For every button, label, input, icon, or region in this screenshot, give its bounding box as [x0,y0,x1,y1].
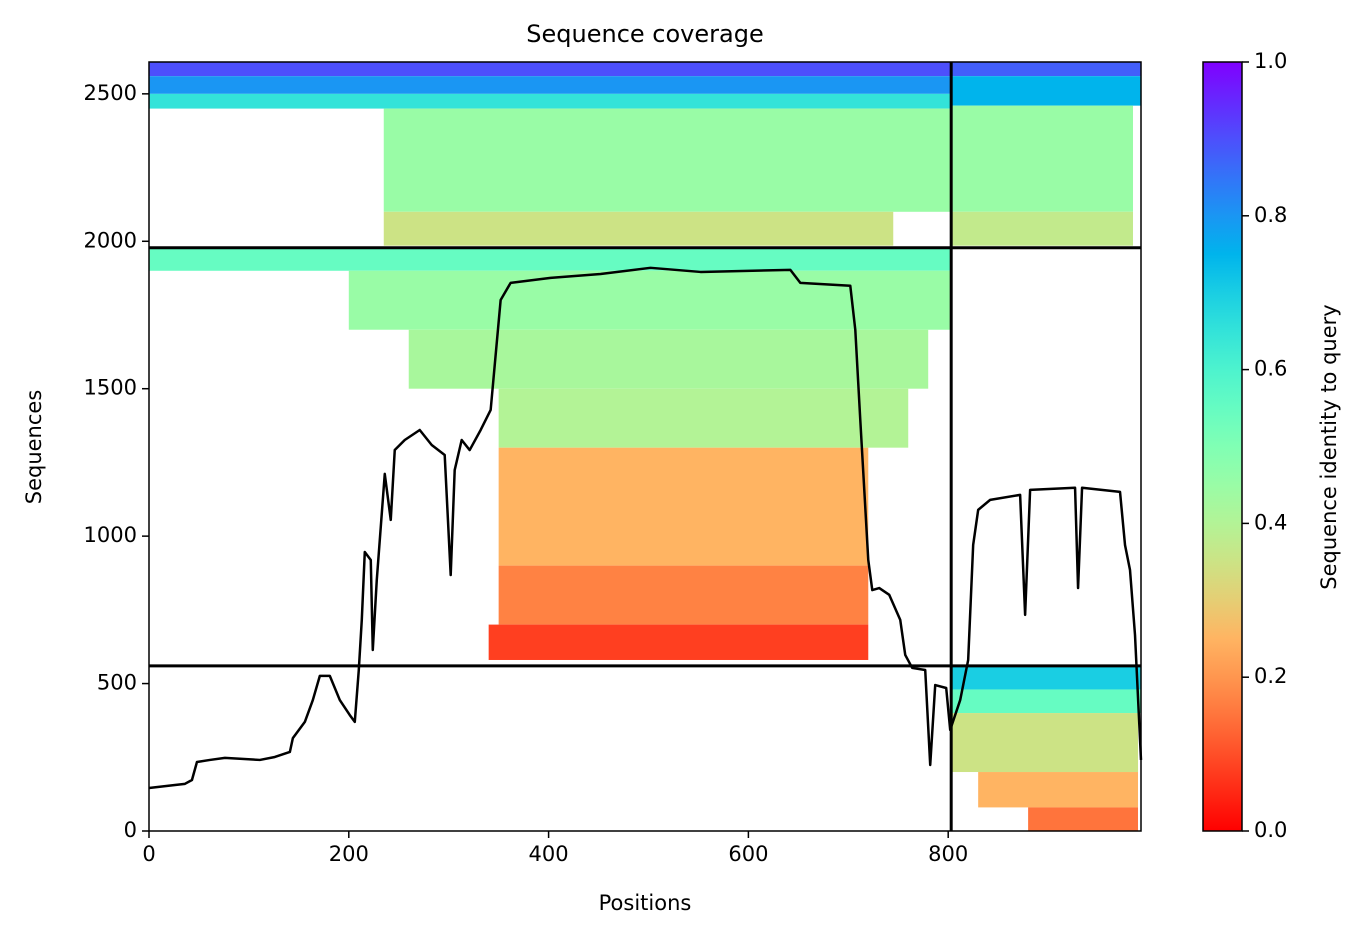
colorbar [1202,61,1243,832]
colorbar-tick-label: 0.8 [1254,203,1287,227]
coverage-block [383,108,952,212]
coverage-block [383,211,894,246]
y-tick-label: 2500 [84,81,137,105]
coverage-block [951,713,1139,773]
coverage-block [149,76,952,94]
colorbar-tick-label: 0.2 [1254,664,1287,688]
coverage-block [978,772,1139,808]
colorbar-label: Sequence identity to query [1317,304,1341,589]
coverage-block [951,689,1141,714]
coverage-block [498,447,869,566]
x-tick-label: 400 [529,842,569,866]
coverage-block [498,565,869,625]
coverage-block [149,93,952,109]
y-tick-label: 1500 [84,376,137,400]
coverage-block [408,329,929,389]
colorbar-tick-label: 1.0 [1254,49,1287,73]
coverage-block [149,247,952,271]
x-tick-label: 800 [928,842,968,866]
coverage-block [951,665,1141,690]
y-tick-label: 0 [124,818,137,842]
coverage-block [1028,807,1139,831]
coverage-line [148,266,1143,790]
coverage-block [951,211,1134,246]
coverage-block [149,62,952,77]
y-axis-label: Sequences [22,390,46,505]
coverage-block [951,76,1141,106]
plot-frame [148,61,1142,832]
colorbar-tick-label: 0.0 [1254,818,1287,842]
coverage-block [488,624,869,660]
colorbar-tick-label: 0.6 [1254,357,1287,381]
y-tick-label: 500 [97,671,137,695]
y-tick-label: 1000 [84,523,137,547]
x-axis-label: Positions [599,891,692,915]
coverage-block [951,105,1134,212]
x-tick-label: 600 [728,842,768,866]
coverage-block [348,270,952,330]
x-tick-label: 200 [329,842,369,866]
x-tick-label: 0 [142,842,155,866]
colorbar-tick-label: 0.4 [1254,510,1287,534]
chart-title: Sequence coverage [526,20,763,48]
y-tick-label: 2000 [84,228,137,252]
coverage-block [951,62,1141,77]
coverage-block [498,388,909,448]
